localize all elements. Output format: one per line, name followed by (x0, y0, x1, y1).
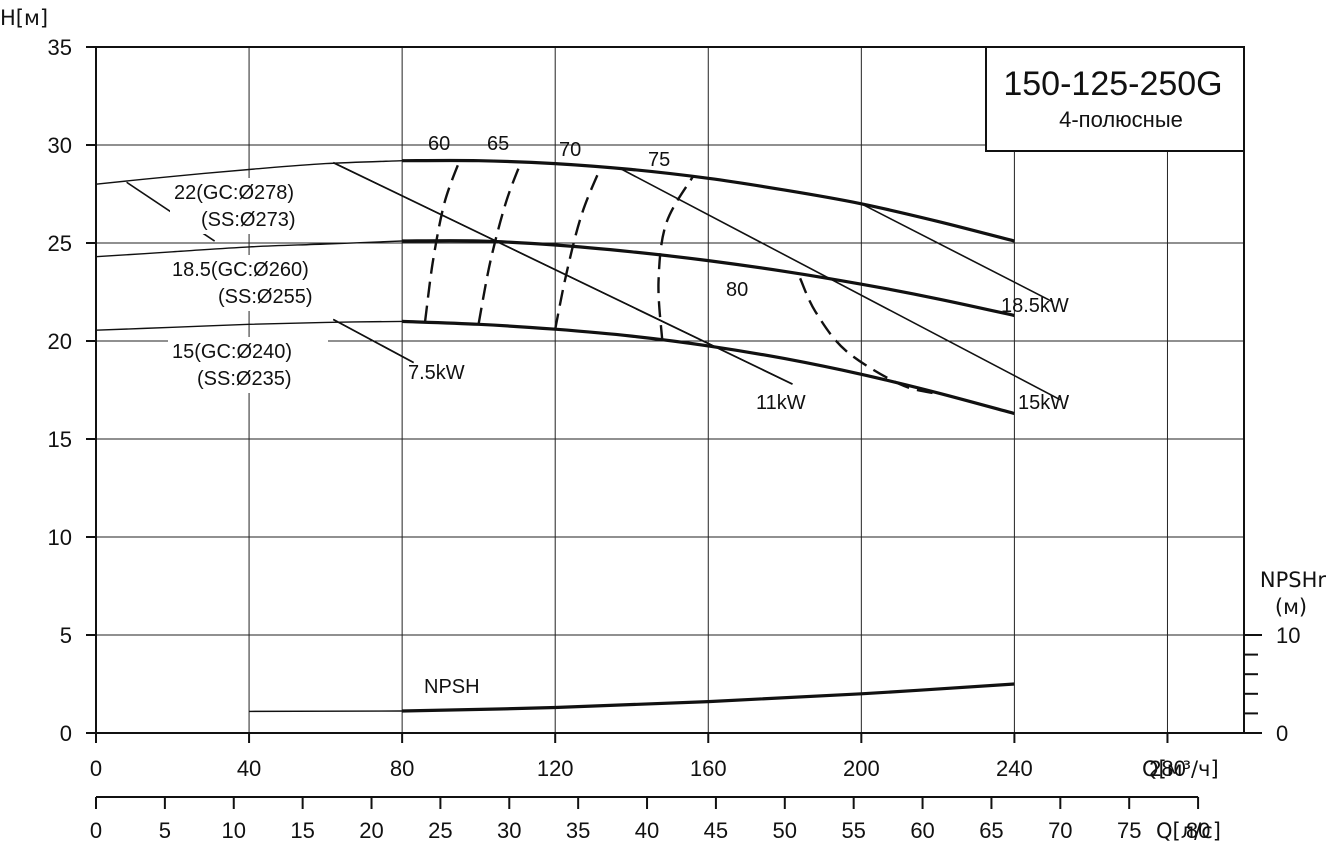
efficiency-curve-80 (799, 277, 939, 396)
x2-tick-label-65: 65 (979, 818, 1003, 843)
curve-label-22: 22(GC:Ø278) (174, 182, 294, 204)
y-tick-label-15: 15 (48, 427, 72, 452)
x-tick-label-80: 80 (390, 756, 414, 781)
head-curve-thin-18.5 (95, 240, 403, 258)
y-tick-label-10: 10 (48, 525, 72, 550)
y2-tick-label-10: 10 (1276, 623, 1300, 648)
eff-label-60: 60 (428, 133, 450, 155)
x2-tick-label-75: 75 (1117, 818, 1141, 843)
x-tick-label-40: 40 (237, 756, 261, 781)
x2-tick-label-15: 15 (290, 818, 314, 843)
plot-frame (95, 46, 1245, 734)
x2-tick-label-50: 50 (773, 818, 797, 843)
x-tick-label-280: 280 (1149, 756, 1186, 781)
power-line-2 (619, 167, 1061, 401)
x-tick-label-0: 0 (90, 756, 102, 781)
efficiency-curve-60 (423, 160, 461, 322)
power-line-11kw (332, 161, 793, 385)
head-curve-22 (402, 158, 1015, 243)
y-tick-label-30: 30 (48, 133, 72, 158)
x2-tick-label-35: 35 (566, 818, 590, 843)
label-bg-22 (170, 178, 330, 234)
x2-tick-label-5: 5 (159, 818, 171, 843)
label-bg-185 (170, 255, 345, 311)
label-bg-15 (168, 337, 328, 393)
y-tick-label-20: 20 (48, 329, 72, 354)
power-line-aux (505, 243, 792, 384)
curve-sublabel-22: (SS:Ø273) (201, 209, 295, 231)
head-curve-thin-15 (95, 320, 403, 331)
npsh-curve (402, 682, 1015, 713)
head-curve-15 (402, 319, 1015, 416)
x-axis-label: Q[м³/ч] (1142, 757, 1219, 781)
x2-tick-label-45: 45 (704, 818, 728, 843)
y-axis-label: H[м] (0, 6, 48, 30)
x2-tick-label-60: 60 (910, 818, 934, 843)
y-tick-label-0: 0 (60, 721, 72, 746)
x-tick-label-160: 160 (690, 756, 727, 781)
leader-line-7-5kw (332, 318, 414, 364)
y2-tick-label-0: 0 (1276, 721, 1288, 746)
y2-axis-label-line1: NPSHr (1260, 568, 1326, 592)
eff-label-75: 75 (648, 149, 670, 171)
x-tick-label-200: 200 (843, 756, 880, 781)
power-label-11kw: 11kW (756, 392, 806, 414)
title-box (985, 46, 1245, 152)
curve-label-185: 18.5(GC:Ø260) (172, 259, 309, 281)
efficiency-curve-65 (477, 162, 522, 324)
power-label-18-5kw: 18.5kW (1001, 295, 1069, 317)
chart-subtitle: 4-полюсные (1059, 107, 1183, 132)
eff-label-70: 70 (559, 139, 581, 161)
curve-sublabel-185: (SS:Ø255) (218, 286, 312, 308)
x2-tick-label-55: 55 (841, 818, 865, 843)
curve-sublabel-15: (SS:Ø235) (197, 368, 291, 390)
x2-tick-label-30: 30 (497, 818, 521, 843)
power-label-15kw: 15kW (1018, 392, 1069, 414)
efficiency-curve-75 (657, 175, 695, 342)
head-curve-18.5 (402, 239, 1015, 318)
efficiency-curve-70 (554, 166, 603, 330)
npsh-label: NPSH (424, 676, 480, 698)
axes-layer (86, 46, 1262, 809)
x-tick-label-240: 240 (996, 756, 1033, 781)
eff-label-80: 80 (726, 279, 748, 301)
curve-label-15: 15(GC:Ø240) (172, 341, 292, 363)
x2-tick-label-0: 0 (90, 818, 102, 843)
eff-label-65: 65 (487, 133, 509, 155)
y-tick-label-35: 35 (48, 35, 72, 60)
power-label-7-5kw: 7.5kW (408, 362, 465, 384)
chart-title: 150-125-250G (1003, 65, 1222, 103)
y-tick-label-5: 5 (60, 623, 72, 648)
x2-tick-label-25: 25 (428, 818, 452, 843)
y2-axis-label-line2: (м) (1275, 595, 1307, 619)
head-curve-thin-22 (95, 160, 403, 185)
x2-tick-label-80: 80 (1186, 818, 1210, 843)
x2-tick-label-70: 70 (1048, 818, 1072, 843)
x2-tick-label-10: 10 (222, 818, 246, 843)
y-tick-label-25: 25 (48, 231, 72, 256)
x-tick-label-120: 120 (537, 756, 574, 781)
curves-layer (95, 158, 1061, 713)
x2-tick-label-40: 40 (635, 818, 659, 843)
power-line-3 (860, 203, 1054, 303)
x2-axis-label: Q[л/с] (1156, 819, 1221, 843)
x2-tick-label-20: 20 (359, 818, 383, 843)
